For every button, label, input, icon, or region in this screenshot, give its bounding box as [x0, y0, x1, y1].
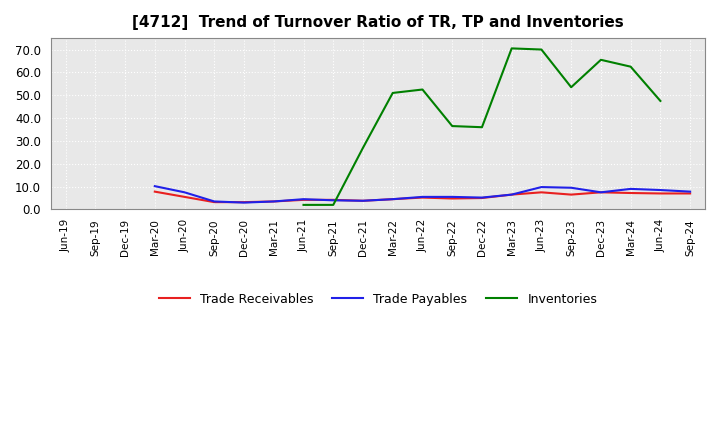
Inventories — [418, 87, 427, 92]
Inventories — [626, 64, 635, 70]
Trade Payables — [567, 185, 575, 191]
Trade Payables — [388, 197, 397, 202]
Inventories — [508, 46, 516, 51]
Trade Receivables — [388, 197, 397, 202]
Title: [4712]  Trend of Turnover Ratio of TR, TP and Inventories: [4712] Trend of Turnover Ratio of TR, TP… — [132, 15, 624, 30]
Trade Payables — [210, 199, 219, 204]
Trade Receivables — [537, 190, 546, 195]
Inventories — [300, 202, 308, 208]
Trade Receivables — [150, 189, 159, 194]
Inventories — [597, 57, 606, 62]
Trade Payables — [597, 190, 606, 195]
Inventories — [567, 84, 575, 90]
Line: Inventories: Inventories — [304, 48, 660, 205]
Trade Receivables — [359, 198, 367, 203]
Trade Payables — [359, 198, 367, 203]
Inventories — [329, 202, 338, 208]
Trade Payables — [300, 197, 308, 202]
Trade Receivables — [300, 197, 308, 202]
Trade Receivables — [597, 190, 606, 195]
Trade Payables — [418, 194, 427, 199]
Inventories — [537, 47, 546, 52]
Trade Payables — [656, 187, 665, 193]
Trade Payables — [240, 200, 248, 205]
Line: Trade Receivables: Trade Receivables — [155, 192, 690, 202]
Trade Payables — [477, 195, 486, 200]
Inventories — [388, 90, 397, 95]
Trade Payables — [626, 186, 635, 191]
Trade Payables — [686, 189, 695, 194]
Trade Receivables — [418, 195, 427, 200]
Inventories — [359, 145, 367, 150]
Trade Payables — [508, 192, 516, 197]
Trade Payables — [329, 198, 338, 203]
Trade Receivables — [686, 191, 695, 196]
Inventories — [477, 125, 486, 130]
Trade Payables — [448, 194, 456, 199]
Trade Receivables — [329, 197, 338, 202]
Trade Receivables — [477, 195, 486, 201]
Trade Receivables — [656, 191, 665, 196]
Trade Receivables — [448, 196, 456, 201]
Trade Payables — [150, 183, 159, 189]
Legend: Trade Receivables, Trade Payables, Inventories: Trade Receivables, Trade Payables, Inven… — [153, 288, 602, 311]
Trade Payables — [537, 184, 546, 190]
Trade Receivables — [508, 192, 516, 197]
Trade Payables — [269, 199, 278, 204]
Inventories — [448, 124, 456, 129]
Trade Receivables — [626, 191, 635, 196]
Trade Receivables — [567, 192, 575, 197]
Trade Payables — [180, 190, 189, 195]
Trade Receivables — [210, 199, 219, 205]
Inventories — [656, 98, 665, 103]
Line: Trade Payables: Trade Payables — [155, 186, 690, 202]
Trade Receivables — [240, 199, 248, 205]
Trade Receivables — [269, 199, 278, 204]
Trade Receivables — [180, 194, 189, 199]
